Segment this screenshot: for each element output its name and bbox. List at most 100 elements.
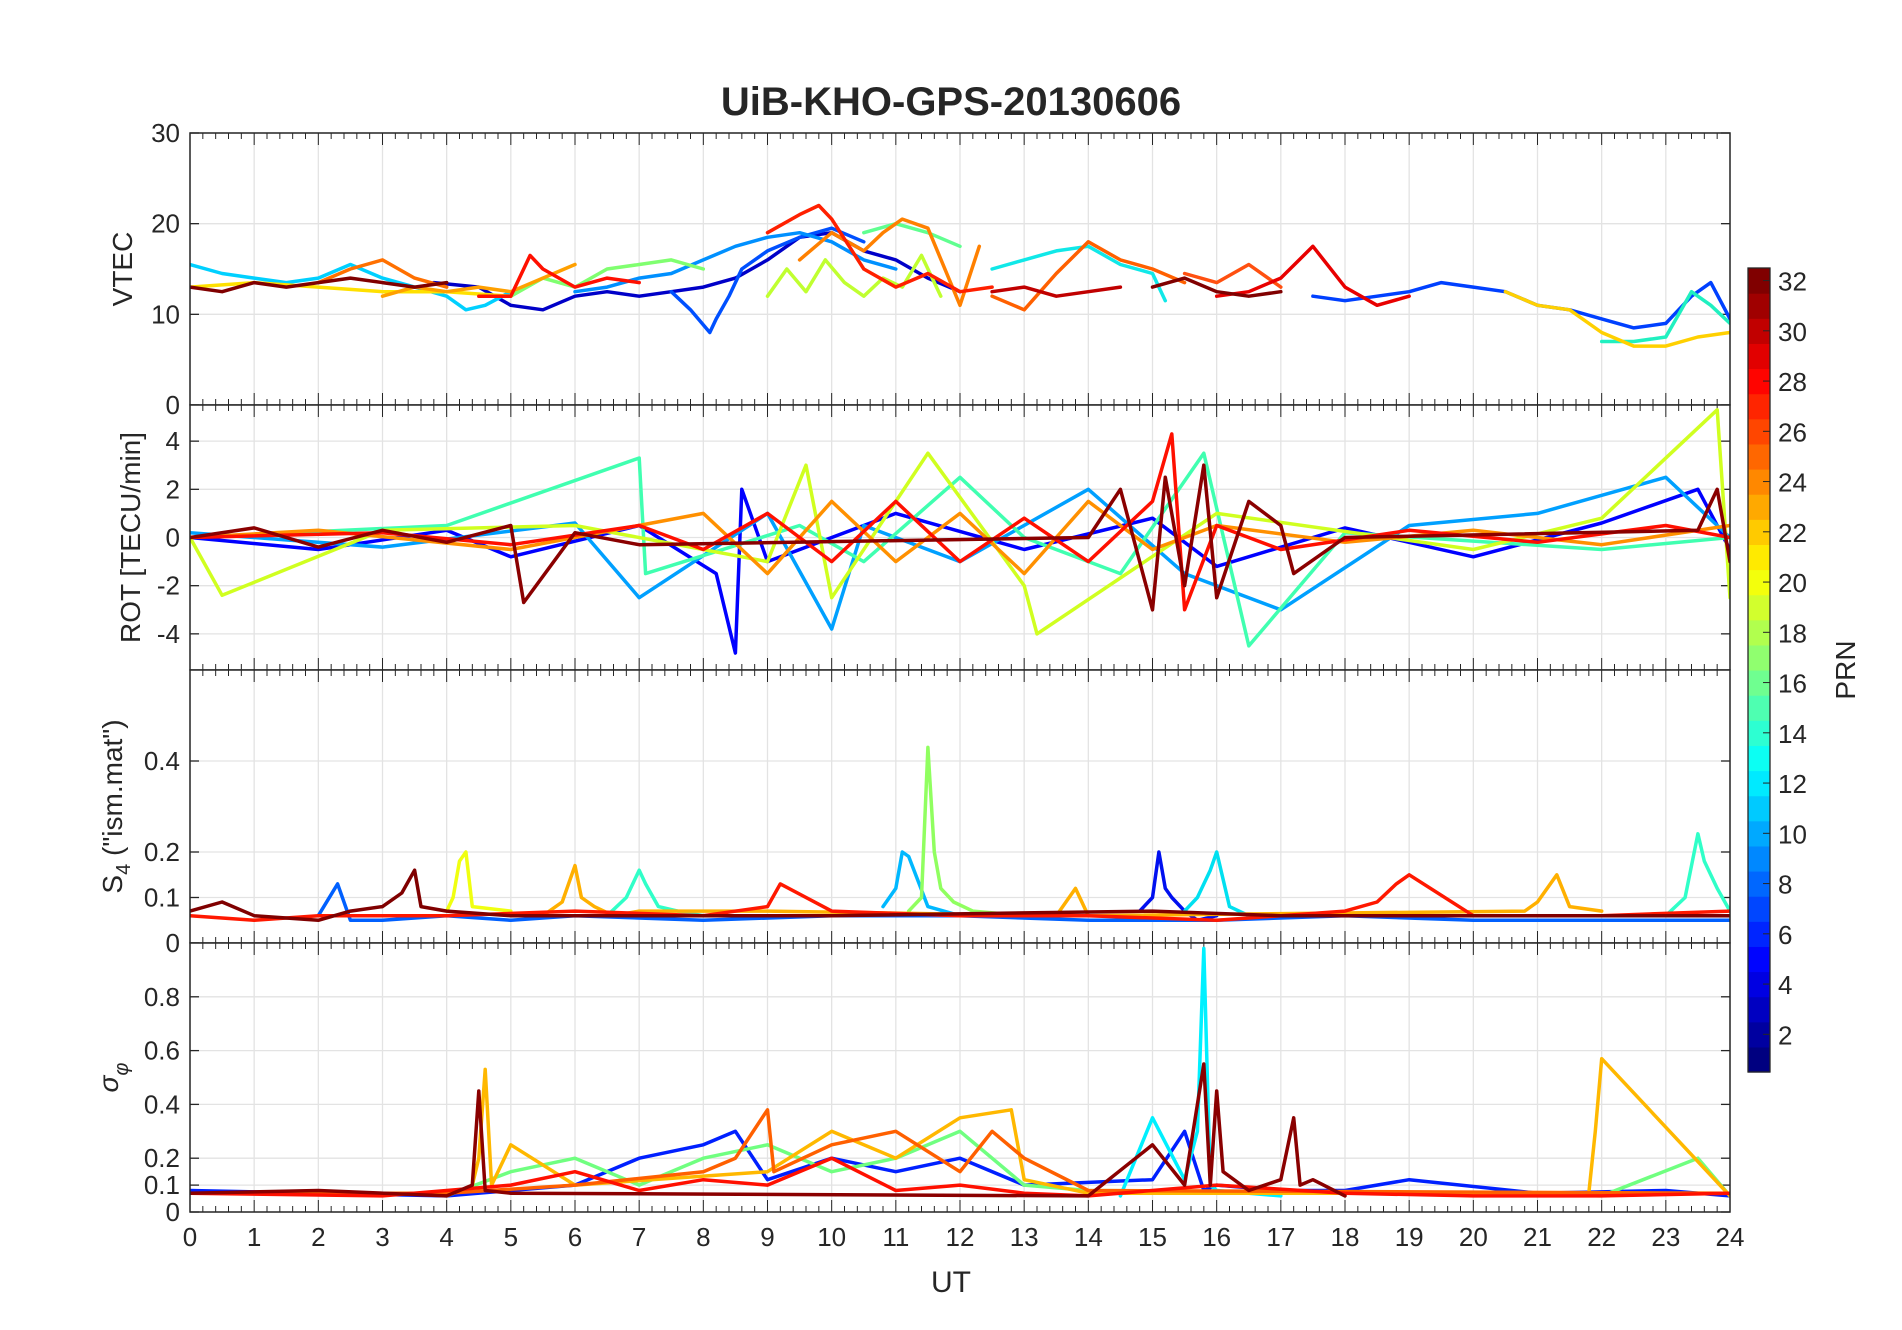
- colorbar-tick-label: 30: [1778, 317, 1807, 347]
- colorbar-tick-label: 16: [1778, 669, 1807, 699]
- colorbar-swatch: [1748, 418, 1770, 445]
- panel-frame: [189, 942, 1731, 1213]
- colorbar-swatch: [1748, 670, 1770, 696]
- y-tick-label: 0.8: [144, 982, 180, 1012]
- y-axis-label-rest: ("ism.mat"): [97, 719, 128, 863]
- colorbar-swatch: [1748, 443, 1770, 470]
- x-tick-label: 10: [817, 1222, 846, 1252]
- y-tick-label: 30: [151, 118, 180, 148]
- colorbar-swatch: [1748, 921, 1770, 947]
- series-group: [190, 745, 1730, 923]
- series-line-prn-19: [190, 408, 1730, 636]
- y-axis-label: S4 ("ism.mat"): [97, 719, 135, 893]
- series-line-prn-6: [316, 882, 1730, 923]
- colorbar-label: PRN: [1830, 640, 1861, 699]
- x-tick-label: 16: [1202, 1222, 1231, 1252]
- x-tick-label: 14: [1074, 1222, 1103, 1252]
- colorbar-swatch: [1748, 343, 1770, 370]
- colorbar-tick-label: 2: [1778, 1020, 1792, 1050]
- colorbar-swatch: [1748, 644, 1770, 671]
- colorbar-tick-label: 32: [1778, 267, 1807, 297]
- colorbar-tick-label: 18: [1778, 618, 1807, 648]
- y-tick-label: 0.4: [144, 1089, 180, 1119]
- x-tick-label: 19: [1395, 1222, 1424, 1252]
- colorbar-tick-label: 10: [1778, 819, 1807, 849]
- colorbar-swatch: [1748, 770, 1770, 797]
- series-line-prn-28: [765, 203, 994, 294]
- x-tick-label: 5: [504, 1222, 518, 1252]
- x-tick-label: 11: [882, 1222, 909, 1252]
- series-line-prn-10: [881, 850, 962, 918]
- colorbar-tick-label: 28: [1778, 367, 1807, 397]
- series-line-prn-13: [1599, 289, 1730, 344]
- colorbar-tick-label: 12: [1778, 769, 1807, 799]
- x-tick-label: 3: [375, 1222, 389, 1252]
- x-axis-label: UT: [931, 1266, 971, 1299]
- series-line-prn-17: [906, 745, 1026, 918]
- colorbar-swatch: [1748, 871, 1770, 897]
- colorbar-tick-label: 20: [1778, 568, 1807, 598]
- colorbar-swatch: [1748, 544, 1770, 571]
- colorbar-tick-label: 4: [1778, 970, 1792, 1000]
- colorbar-tick-label: 24: [1778, 468, 1807, 498]
- colorbar-swatch: [1748, 946, 1770, 973]
- series-line-prn-30: [990, 285, 1123, 298]
- y-tick-label: 0: [166, 390, 180, 420]
- colorbar-tick-label: 22: [1778, 518, 1807, 548]
- y-tick-label: 4: [166, 426, 180, 456]
- x-tick-label: 1: [247, 1222, 261, 1252]
- y-axis-label-subscript: 4: [113, 864, 135, 875]
- series-line-prn-32: [190, 463, 1730, 612]
- series-line-prn-14: [1664, 832, 1730, 918]
- chart-title: UiB-KHO-GPS-20130606: [721, 80, 1181, 124]
- series-line-prn-28: [190, 432, 1730, 612]
- colorbar-swatch: [1748, 469, 1770, 495]
- y-tick-label: 0.2: [144, 837, 180, 867]
- x-tick-label: 7: [632, 1222, 646, 1252]
- series-line-prn-32: [1150, 276, 1283, 298]
- series-line-prn-32: [190, 276, 449, 294]
- colorbar-swatch: [1748, 494, 1770, 520]
- y-tick-label: 0: [166, 928, 180, 958]
- y-tick-label: 0.6: [144, 1036, 180, 1066]
- colorbar-tick-label: 8: [1778, 870, 1792, 900]
- x-tick-label: 23: [1651, 1222, 1680, 1252]
- colorbar-swatch: [1748, 619, 1770, 646]
- x-tick-label: 4: [439, 1222, 453, 1252]
- x-axis: 0 1 2 3 4 5 6 7 8 9 10 11 12 13 14 15 16 17 18 19 20 21 22 23 24: [183, 1222, 1745, 1252]
- series-line-prn-22: [470, 1056, 1730, 1198]
- colorbar-swatch: [1748, 268, 1770, 294]
- series-line-prn-5: [669, 226, 866, 335]
- panel-3: 0 0.1 0.2 0.4 S4 ("ism.mat"): [97, 669, 1731, 958]
- series-line-prn-15: [190, 451, 1730, 648]
- series-line-prn-25: [316, 258, 449, 289]
- y-tick-label: 0.2: [144, 1143, 180, 1173]
- colorbar-swatch: [1748, 569, 1770, 596]
- series-line-prn-19: [765, 253, 943, 298]
- series-line-prn-32: [190, 1062, 1347, 1198]
- series-line-prn-28: [477, 253, 641, 298]
- colorbar-frame: [1747, 267, 1771, 1073]
- x-tick-label: 20: [1459, 1222, 1488, 1252]
- series-line-prn-12: [1182, 850, 1251, 918]
- y-tick-label: 0: [166, 523, 180, 553]
- colorbar-swatch: [1748, 720, 1770, 746]
- colorbar-swatch: [1748, 1046, 1770, 1073]
- x-tick-label: 9: [760, 1222, 774, 1252]
- series-line-prn-11: [190, 262, 513, 312]
- colorbar-swatch: [1748, 393, 1770, 420]
- series-line-prn-12: [990, 244, 1168, 303]
- series-line-prn-29: [1214, 244, 1411, 308]
- colorbar-swatch: [1748, 745, 1770, 772]
- series-line-prn-26: [1182, 262, 1283, 289]
- series-line-prn-21: [1503, 289, 1730, 348]
- colorbar-swatch: [1748, 368, 1770, 395]
- colorbar-swatch: [1748, 318, 1770, 344]
- colorbar-swatch: [1748, 896, 1770, 922]
- x-tick-label: 21: [1523, 1222, 1552, 1252]
- series-line-prn-21: [190, 280, 513, 298]
- colorbar-swatch: [1748, 795, 1770, 822]
